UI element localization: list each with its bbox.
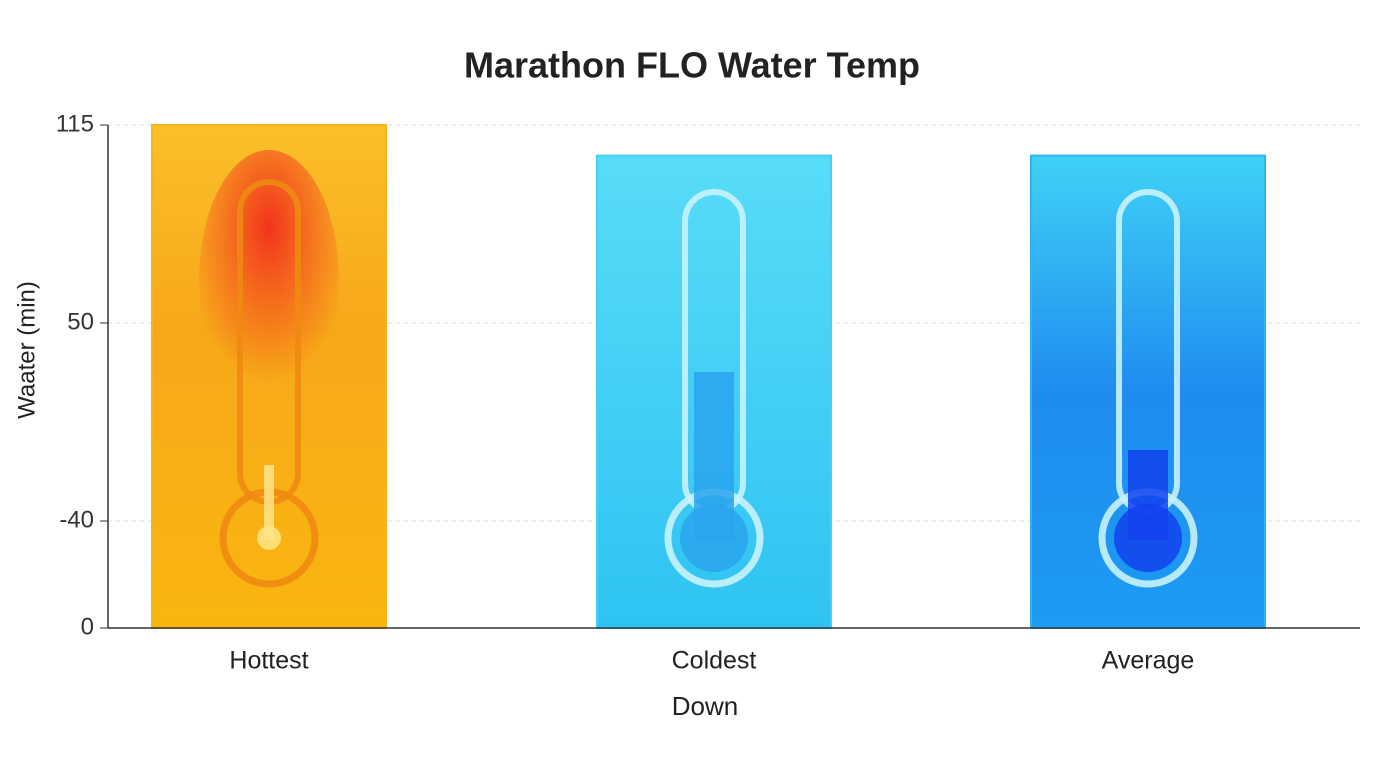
x-tick-label: Average [1102,647,1195,675]
bars [151,124,1266,629]
chart-title: Marathon FLO Water Temp [464,45,920,86]
heat-glow [199,150,339,410]
x-tick-label: Hottest [229,647,308,675]
y-tick-label: 0 [81,613,94,640]
thermometer-bulb-fill [680,504,748,572]
thermometer [1098,189,1198,588]
thermometer [199,150,339,588]
x-tick-label: Coldest [672,647,757,675]
thermometer-liquid [264,465,274,540]
x-axis-label: Down [672,691,738,721]
thermometer-bulb-fill [1114,504,1182,572]
y-axis-label: Waater (min) [13,281,40,419]
thermometer-bulb-fill [257,526,281,550]
y-tick-label: 50 [67,308,94,335]
y-tick-label: 115 [56,110,94,137]
thermometer [664,189,764,588]
y-tick-label: -40 [59,506,94,533]
